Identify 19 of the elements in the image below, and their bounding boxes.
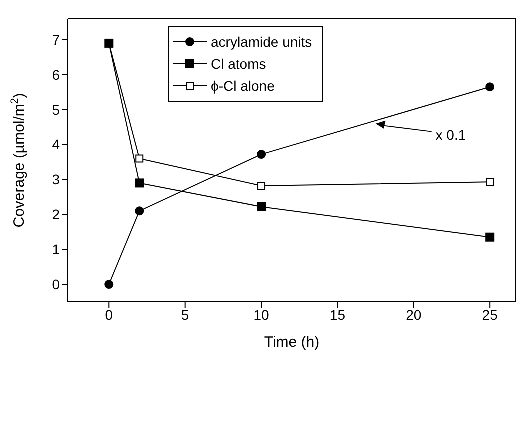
- x-tick-label: 0: [105, 306, 114, 323]
- y-tick-label: 3: [52, 172, 60, 188]
- x-tick-label: 20: [406, 306, 422, 323]
- y-tick-label: 2: [52, 206, 60, 223]
- y-tick-label: 1: [52, 242, 60, 258]
- x-tick-label: 10: [254, 306, 270, 323]
- annotation: x 0.1: [436, 126, 466, 143]
- legend-label: Cl atoms: [211, 56, 266, 72]
- y-tick-label: 7: [52, 32, 60, 48]
- y-tick-label: 5: [52, 102, 60, 118]
- legend-label: acrylamide units: [211, 34, 312, 50]
- x-tick-label: 15: [330, 306, 346, 323]
- y-tick-label: 6: [52, 66, 60, 83]
- y-tick-label: 0: [52, 276, 60, 292]
- x-tick-label: 5: [181, 306, 190, 323]
- x-axis-title: Time (h): [264, 334, 320, 351]
- x-tick-label: 25: [482, 306, 498, 323]
- y-tick-label: 4: [52, 136, 60, 153]
- legend-label: ϕ-Cl alone: [211, 78, 275, 94]
